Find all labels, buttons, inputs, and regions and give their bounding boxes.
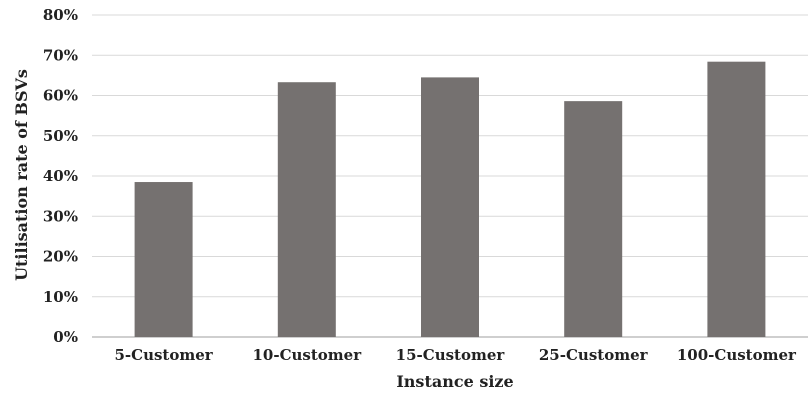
y-tick-label: 80%	[43, 6, 78, 24]
x-tick-label: 25-Customer	[539, 346, 649, 364]
y-axis-title: Utilisation rate of BSVs	[12, 69, 31, 281]
y-tick-label: 0%	[53, 328, 78, 346]
y-tick-label: 70%	[43, 46, 78, 64]
x-tick-label: 15-Customer	[396, 346, 506, 364]
y-tick-label: 60%	[43, 87, 78, 105]
bars	[134, 61, 766, 337]
x-tick-label: 5-Customer	[114, 346, 213, 364]
bar-15-customer	[421, 77, 479, 337]
y-tick-label: 20%	[43, 248, 78, 266]
x-axis-ticks: 5-Customer 10-Customer 15-Customer 25-Custo…	[114, 346, 797, 364]
x-tick-label: 10-Customer	[252, 346, 362, 364]
x-axis-title: Instance size	[396, 372, 513, 391]
y-tick-label: 30%	[43, 207, 78, 225]
x-tick-label: 100-Customer	[677, 346, 797, 364]
y-tick-label: 40%	[43, 167, 78, 185]
y-axis-ticks: 0% 10% 20% 30% 40% 50% 60% 70% 80%	[43, 6, 78, 346]
bar-100-customer	[707, 61, 766, 337]
bar-25-customer	[564, 101, 623, 337]
bar-10-customer	[277, 82, 336, 337]
bar-5-customer	[134, 182, 193, 337]
y-tick-label: 10%	[43, 288, 78, 306]
y-tick-label: 50%	[43, 127, 78, 145]
